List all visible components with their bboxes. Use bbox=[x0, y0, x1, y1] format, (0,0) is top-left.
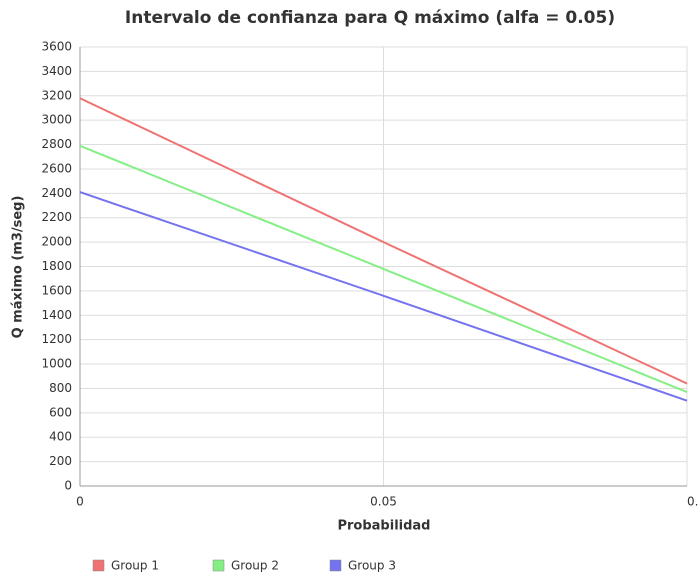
series-line bbox=[79, 191, 688, 402]
y-tick-label: 800 bbox=[49, 381, 72, 395]
x-axis-label: Probabilidad bbox=[337, 519, 430, 534]
legend-label: Group 3 bbox=[348, 559, 396, 573]
y-axis-label: Q máximo (m3/seg) bbox=[11, 196, 26, 339]
y-tick-label: 2000 bbox=[41, 235, 72, 249]
chart-title: Intervalo de confianza para Q máximo (al… bbox=[125, 8, 615, 28]
legend-swatch bbox=[329, 559, 342, 572]
series-line bbox=[79, 97, 688, 385]
y-tick-label: 3000 bbox=[41, 113, 72, 127]
y-tick-label: 1200 bbox=[41, 332, 72, 346]
y-tick-label: 3600 bbox=[41, 40, 72, 54]
legend-swatch bbox=[212, 559, 225, 572]
legend-label: Group 2 bbox=[231, 559, 279, 573]
series-line bbox=[79, 144, 688, 394]
y-tick-label: 200 bbox=[49, 454, 72, 468]
x-tick-label: 0.1 bbox=[687, 495, 699, 509]
y-tick-label: 2800 bbox=[41, 137, 72, 151]
y-tick-label: 600 bbox=[49, 405, 72, 419]
y-tick-label: 2600 bbox=[41, 161, 72, 175]
y-tick-label: 2400 bbox=[41, 186, 72, 200]
x-tick-label: 0.05 bbox=[370, 495, 397, 509]
y-tick-label: 1000 bbox=[41, 357, 72, 371]
y-tick-label: 1600 bbox=[41, 283, 72, 297]
legend-label: Group 1 bbox=[111, 559, 159, 573]
y-tick-label: 1800 bbox=[41, 259, 72, 273]
x-tick-label: 0 bbox=[76, 495, 84, 509]
y-tick-label: 1400 bbox=[41, 308, 72, 322]
y-tick-label: 2200 bbox=[41, 210, 72, 224]
y-tick-label: 400 bbox=[49, 430, 72, 444]
y-tick-label: 3400 bbox=[41, 64, 72, 78]
y-tick-label: 3200 bbox=[41, 88, 72, 102]
y-tick-label: 0 bbox=[64, 479, 72, 493]
legend-swatch bbox=[92, 559, 105, 572]
